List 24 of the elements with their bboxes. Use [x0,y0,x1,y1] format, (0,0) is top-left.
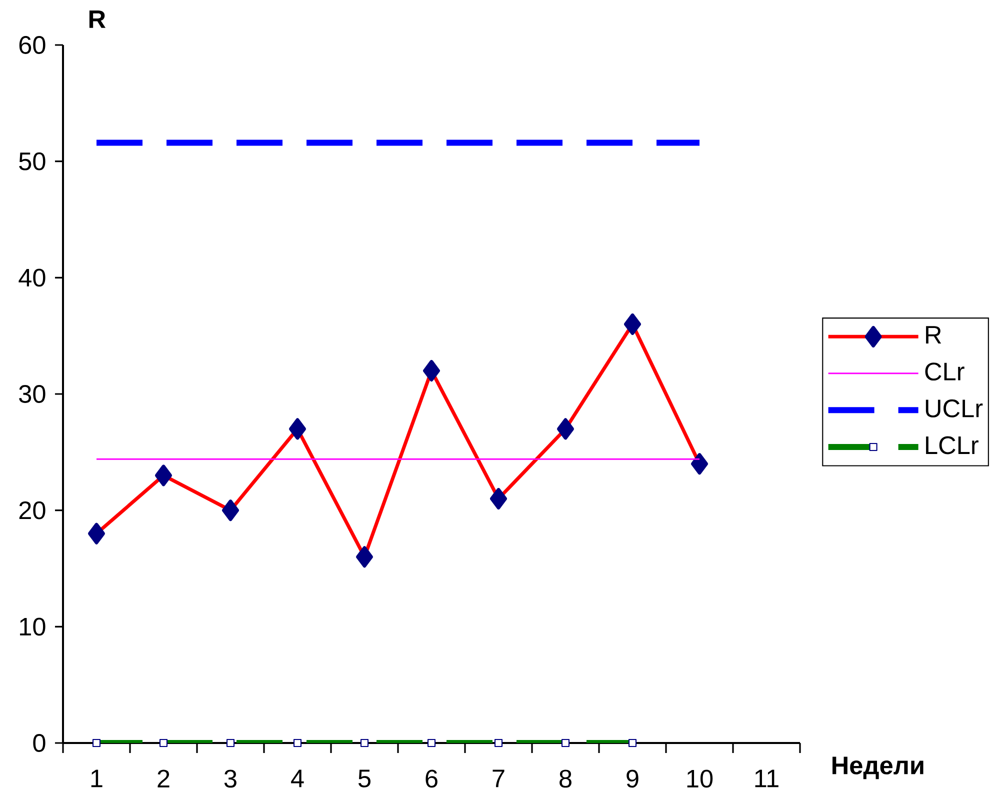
y-tick-label: 60 [19,36,46,54]
x-tick-label: 11 [755,770,778,788]
legend-label: UCLr [926,399,983,418]
x-tick-label: 6 [426,770,438,788]
y-axis-title: R [89,10,106,28]
x-tick-label: 1 [91,770,102,788]
y-tick-label: 40 [18,268,46,287]
x-tick-label: 7 [492,770,504,788]
x-tick-label: 4 [291,770,304,788]
x-tick-label: 5 [358,770,370,788]
y-tick-label: 30 [19,385,46,403]
y-tick-label: 20 [19,501,46,520]
x-tick-label: 9 [626,770,638,788]
y-tick-label: 50 [19,152,46,170]
y-tick-label: 0 [33,734,46,752]
legend-label: LCLr [926,436,978,454]
legend-label: R [926,326,942,344]
x-tick-label: 10 [687,770,713,788]
x-tick-label: 8 [560,770,572,788]
x-tick-label: 2 [158,770,170,788]
legend-label: CLr [925,362,964,381]
x-axis-title: Недели [832,756,924,780]
y-tick-label: 10 [20,618,46,636]
x-tick-label: 3 [224,770,236,788]
